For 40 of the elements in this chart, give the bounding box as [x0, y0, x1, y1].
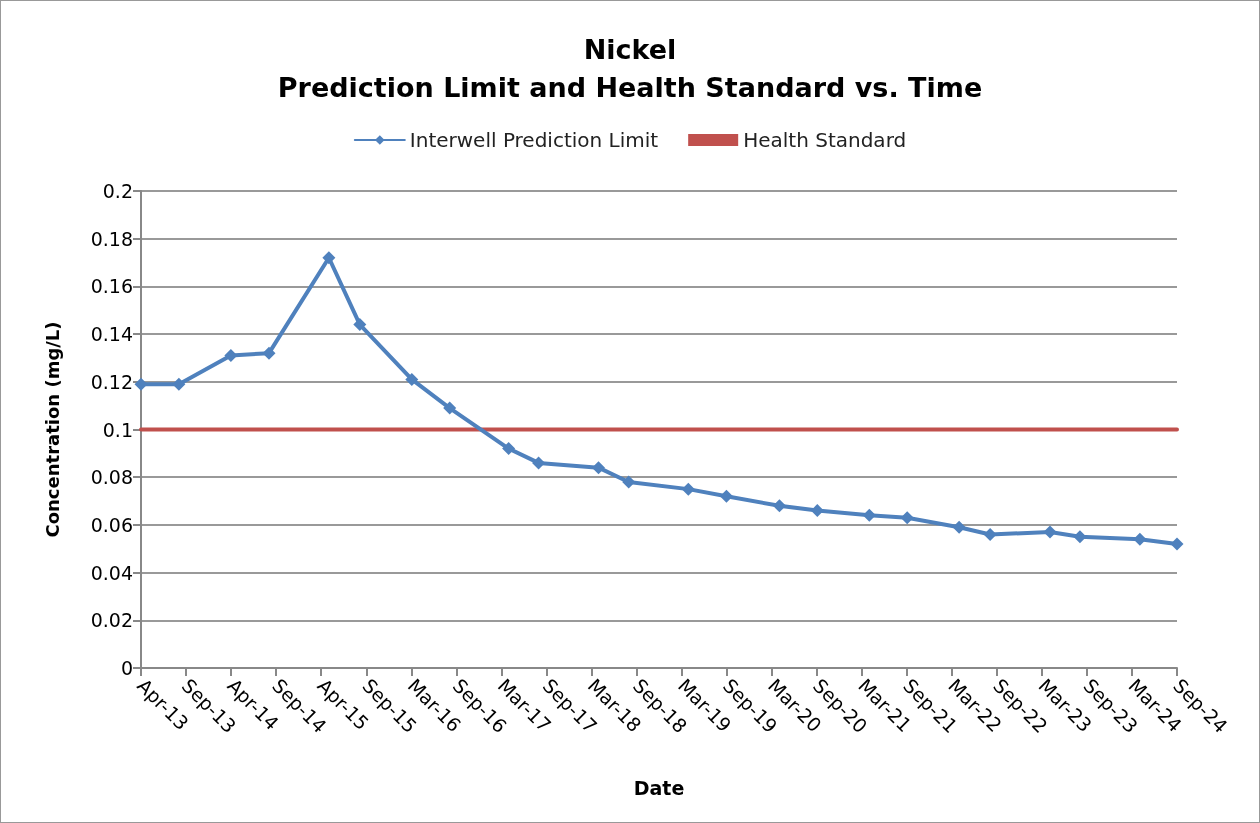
- legend-label: Interwell Prediction Limit: [409, 128, 659, 152]
- point: [322, 251, 336, 265]
- y-tick-label: 0.12: [90, 370, 133, 393]
- y-tick-label: 0.08: [90, 466, 133, 489]
- point: [262, 346, 276, 360]
- point: [134, 377, 148, 391]
- point: [532, 456, 546, 470]
- point: [772, 499, 786, 513]
- point: [1043, 525, 1057, 539]
- point: [952, 520, 966, 534]
- y-tick-label: 0.16: [90, 275, 133, 298]
- y-tick-label: 0.02: [90, 609, 133, 632]
- point: [1073, 530, 1087, 544]
- point: [983, 527, 997, 541]
- y-tick-label: 0.1: [102, 418, 133, 441]
- y-tick-label: 0.06: [90, 513, 133, 536]
- y-tick-label: 0.2: [102, 180, 133, 202]
- point: [1170, 537, 1184, 551]
- point: [353, 318, 367, 332]
- point: [900, 511, 914, 525]
- point: [224, 349, 238, 363]
- y-tick-label: 0.18: [90, 227, 133, 250]
- y-tick-label: 0.04: [90, 561, 133, 584]
- point: [172, 377, 186, 391]
- point: [862, 508, 876, 522]
- point: [405, 372, 419, 386]
- y-axis-title: Concentration (mg/L): [41, 321, 63, 538]
- point: [1133, 532, 1147, 546]
- point: [622, 475, 636, 489]
- y-tick-label: 0.14: [90, 323, 133, 346]
- point: [810, 504, 824, 518]
- point: [591, 461, 605, 475]
- x-axis-title: Date: [633, 776, 685, 799]
- point: [502, 442, 516, 456]
- legend-label: Health Standard: [743, 128, 907, 152]
- point: [443, 401, 457, 415]
- y-tick-label: 0: [120, 657, 133, 679]
- chart-title: Nickel Prediction Limit and Health Standard vs. Time: [277, 33, 983, 103]
- point: [681, 482, 695, 496]
- point: [719, 489, 733, 503]
